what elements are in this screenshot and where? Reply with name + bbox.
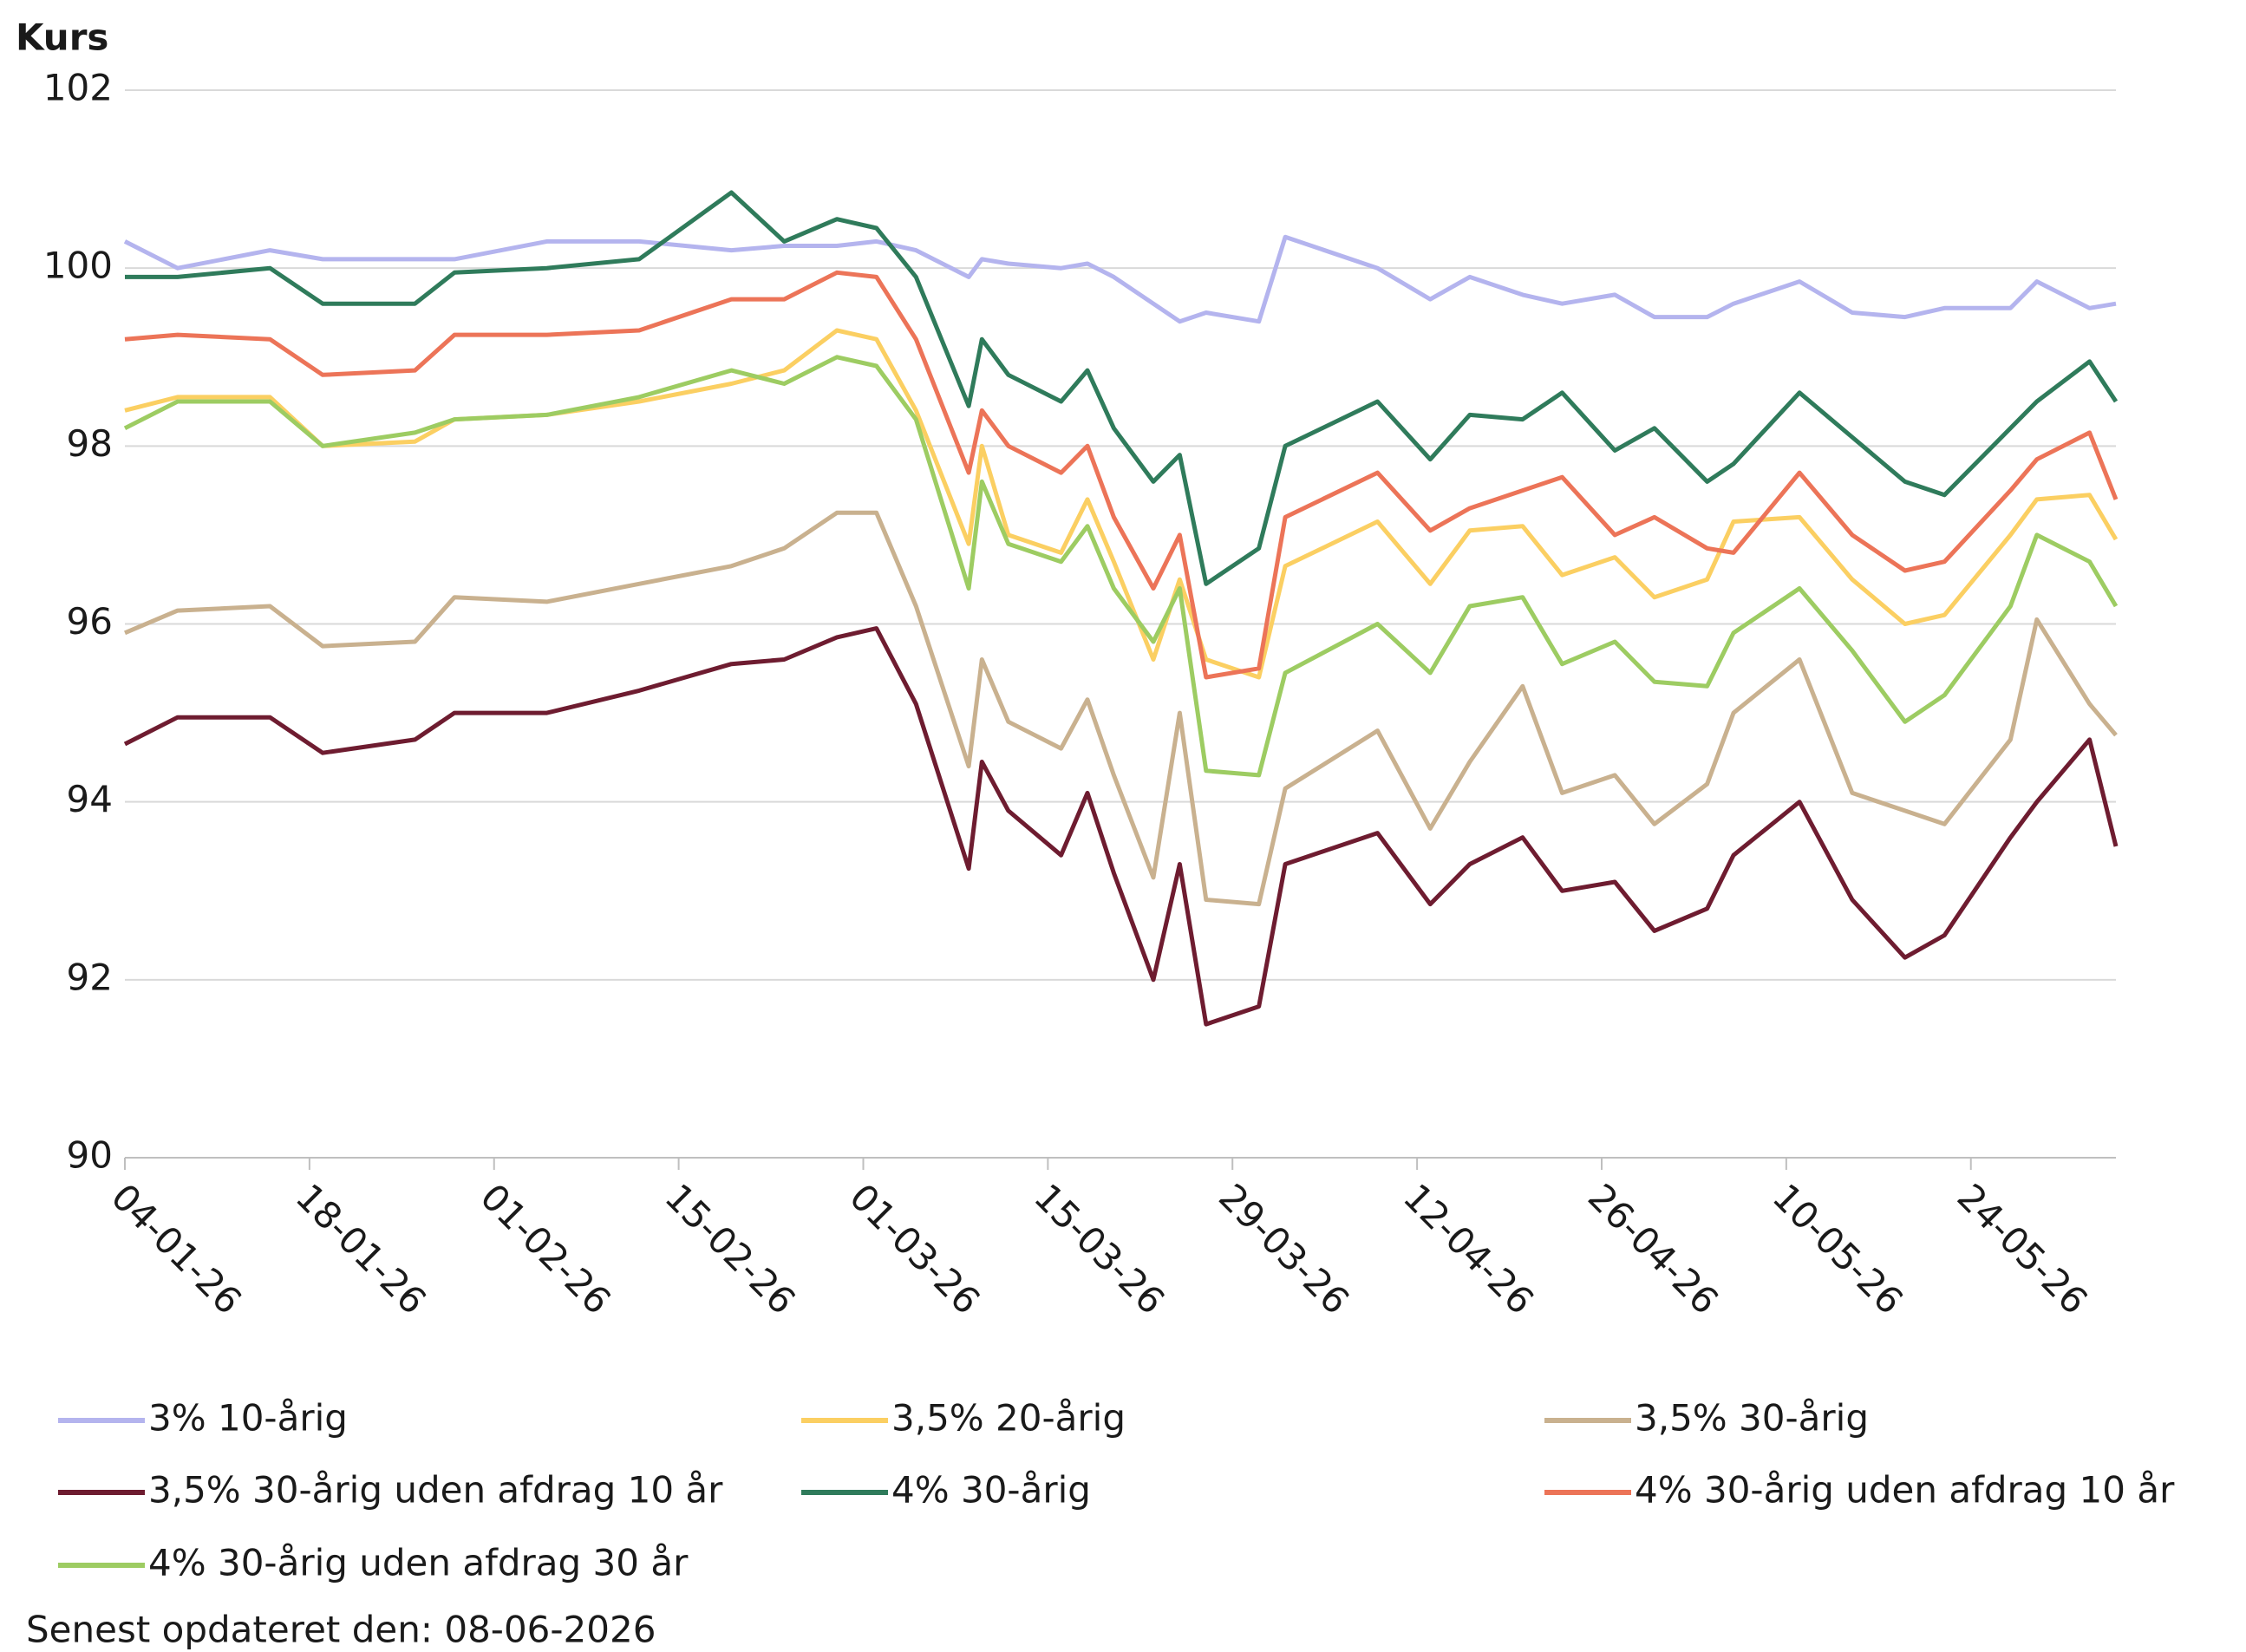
footnote: Senest opdateret den: 08-06-2026 — [26, 1609, 656, 1651]
y-tick-label: 100 — [43, 245, 113, 287]
y-tick-label: 102 — [43, 67, 113, 109]
legend-label: 3,5% 30-årig — [1635, 1397, 1869, 1440]
x-tick-label: 24-05-26 — [1949, 1176, 2096, 1322]
x-tick-label: 12-04-26 — [1395, 1176, 1542, 1322]
legend-label: 3,5% 30-årig uden afdrag 10 år — [148, 1469, 723, 1512]
y-tick-label: 94 — [67, 778, 113, 820]
y-axis-title: Kurs — [16, 16, 108, 59]
y-tick-label: 98 — [67, 422, 113, 465]
x-tick-label: 26-04-26 — [1580, 1176, 1727, 1322]
series-line — [125, 190, 2119, 586]
legend-label: 4% 30-årig uden afdrag 30 år — [148, 1542, 689, 1584]
series-line — [124, 510, 2118, 907]
series-line — [123, 234, 2117, 324]
y-tick-label: 92 — [67, 956, 113, 998]
legend-label: 4% 30-årig — [891, 1469, 1091, 1512]
x-tick-label: 04-01-26 — [103, 1176, 250, 1322]
legend-label: 3,5% 20-årig — [891, 1397, 1126, 1440]
x-tick-label: 10-05-26 — [1765, 1176, 1911, 1322]
x-tick-label: 01-02-26 — [473, 1176, 619, 1322]
series-line — [124, 328, 2119, 680]
x-tick-label: 29-03-26 — [1211, 1176, 1357, 1322]
x-tick-label: 15-03-26 — [1026, 1176, 1172, 1322]
legend-label: 3% 10-årig — [148, 1397, 348, 1440]
x-tick-label: 18-01-26 — [288, 1176, 434, 1322]
y-tick-label: 96 — [67, 600, 113, 643]
y-tick-label: 90 — [67, 1134, 113, 1177]
x-tick-label: 01-03-26 — [841, 1176, 988, 1322]
x-tick-label: 15-02-26 — [656, 1176, 803, 1322]
series-line — [124, 270, 2119, 680]
series-line — [123, 355, 2119, 778]
series-line — [123, 626, 2119, 1027]
legend-label: 4% 30-årig uden afdrag 10 år — [1635, 1469, 2175, 1512]
